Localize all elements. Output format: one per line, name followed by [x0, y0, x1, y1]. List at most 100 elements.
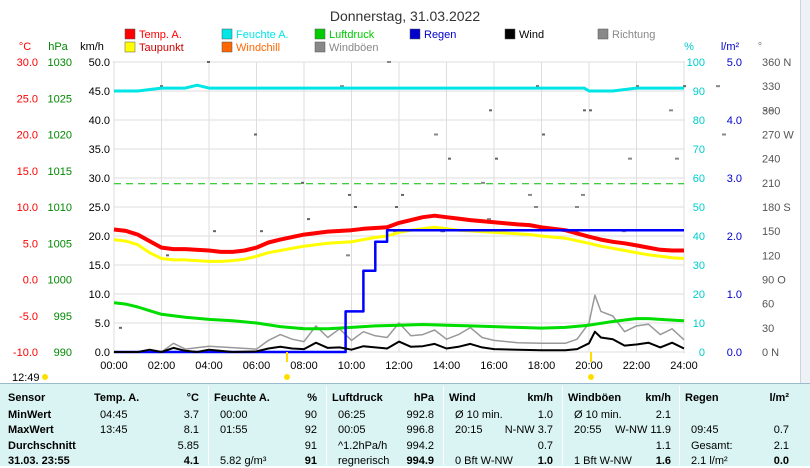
direction-dot	[481, 181, 485, 184]
series-dew	[113, 225, 685, 263]
direction-dot	[346, 254, 350, 257]
rain-tick-label: 4.0	[727, 115, 742, 127]
series-wind	[114, 330, 685, 353]
table-cell-value: 5.85	[177, 440, 199, 452]
legend-swatch	[221, 41, 233, 53]
direction-tick-label: 270 W	[762, 130, 794, 142]
axis-units: °C hPa km/h% l/m² °	[19, 41, 762, 53]
x-tick-label: 14:00	[433, 360, 461, 372]
temp-tick-label: 30.0	[17, 57, 38, 69]
legend-label: Richtung	[612, 29, 655, 41]
table-cell-value: 91	[304, 440, 317, 452]
table-cell-value: 4.1	[183, 455, 199, 467]
direction-dot	[636, 85, 639, 88]
direction-dot	[763, 109, 767, 112]
x-tick-label: 00:00	[100, 360, 128, 372]
rain-tick-label: 3.0	[727, 173, 742, 185]
table-row-label: 31.03. 23:55	[8, 455, 70, 467]
temp-tick-label: -10.0	[13, 347, 38, 359]
sunrise-time-label: 12:49	[12, 372, 40, 383]
direction-dot	[487, 218, 491, 221]
sun-marker	[588, 374, 594, 380]
x-tick-label: 04:00	[195, 360, 223, 372]
wind-tick-label: 10.0	[89, 289, 110, 301]
table-cell-time: 00:05	[338, 424, 366, 436]
humidity-tick-label: 30	[693, 260, 705, 272]
series-gust	[114, 294, 685, 353]
direction-dot	[213, 230, 216, 233]
table-cell-time: regnerisch	[338, 455, 390, 467]
humidity-tick-label: 80	[693, 115, 705, 127]
table-cell-value: 1.6	[655, 455, 671, 467]
table-cell-time: 1 Bft W-NW	[574, 455, 632, 467]
table-header: Luftdruck	[332, 392, 383, 404]
rain-tick-label: 0.0	[727, 347, 742, 359]
table-cell-value: 0.7	[773, 424, 789, 436]
direction-dot	[528, 193, 532, 196]
table-cell-time: 20:55	[574, 424, 602, 436]
table-row-label: MaxWert	[8, 424, 54, 436]
chart-legend: Temp. A. Feuchte A. Luftdruck Regen Wind Rich…	[124, 28, 655, 54]
table-cell-value: 1.0	[537, 455, 553, 467]
direction-tick-label: 330	[762, 81, 780, 93]
pressure-tick-label: 990	[54, 347, 72, 359]
statistics-table	[0, 383, 810, 466]
humidity-tick-label: 0	[699, 347, 705, 359]
direction-dot	[254, 133, 257, 136]
direction-dot	[340, 85, 344, 88]
table-cell-value: 1.1	[655, 440, 671, 452]
direction-tick-label: 30	[762, 323, 774, 335]
wind-tick-label: 30.0	[89, 173, 110, 185]
direction-dot	[669, 109, 673, 112]
rain-tick-label: 5.0	[727, 57, 742, 69]
x-tick-label: 24:00	[670, 360, 698, 372]
table-cell-value: 91	[304, 455, 317, 467]
direction-dot	[166, 254, 169, 257]
wind-tick-label: 5.0	[95, 318, 110, 330]
direction-dot	[583, 109, 586, 112]
table-header-unit: km/h	[645, 392, 671, 404]
direction-dot	[207, 61, 210, 63]
wind-tick-label: 50.0	[89, 57, 110, 69]
table-header-unit: l/m²	[769, 392, 789, 404]
direction-dot	[354, 206, 357, 208]
x-tick-label: 02:00	[148, 360, 176, 372]
x-tick-label: 10:00	[338, 360, 366, 372]
table-cell-value: 994.2	[406, 440, 434, 452]
direction-tick-label: 210	[762, 178, 780, 190]
pressure-tick-label: 1015	[48, 166, 72, 178]
direction-tick-label: 0 N	[762, 347, 779, 359]
table-cell-value: 3.7	[183, 409, 199, 421]
table-cell-value: 2.1	[655, 409, 671, 421]
legend-label: Feuchte A.	[236, 29, 289, 41]
table-cell-time: 20:15	[455, 424, 483, 436]
direction-tick-label: 90 O	[762, 275, 786, 287]
x-tick-label: 18:00	[528, 360, 556, 372]
humidity-tick-label: 50	[693, 202, 705, 214]
pressure-tick-label: 1030	[48, 57, 72, 69]
direction-tick-label: 180 S	[762, 202, 791, 214]
sun-markers: 12:49	[12, 352, 594, 383]
legend-label: Regen	[424, 29, 456, 41]
table-header: Regen	[685, 392, 719, 404]
table-header-unit: hPa	[413, 392, 434, 404]
wind-tick-label: 25.0	[89, 202, 110, 214]
legend-label: Taupunkt	[139, 42, 184, 54]
wind-tick-label: 45.0	[89, 86, 110, 98]
table-cell-time: 01:55	[220, 424, 248, 436]
table-cell-time: Ø 10 min.	[455, 409, 503, 421]
legend-swatch	[597, 28, 609, 40]
scrollbar[interactable]	[800, 0, 810, 383]
wind-tick-label: 40.0	[89, 115, 110, 127]
legend-swatch	[314, 41, 326, 53]
direction-tick-label: 60	[762, 299, 774, 311]
series-rain	[114, 228, 684, 354]
direction-dot	[628, 157, 632, 160]
table-row-label: MinWert	[8, 409, 52, 421]
pressure-tick-label: 995	[54, 311, 72, 323]
table-cell-value: 994.9	[406, 455, 434, 467]
direction-dot	[348, 193, 351, 196]
table-row-label: Durchschnitt	[8, 440, 76, 452]
table-cell-time: Gesamt:	[691, 440, 733, 452]
table-cell-time: 09:45	[691, 424, 719, 436]
